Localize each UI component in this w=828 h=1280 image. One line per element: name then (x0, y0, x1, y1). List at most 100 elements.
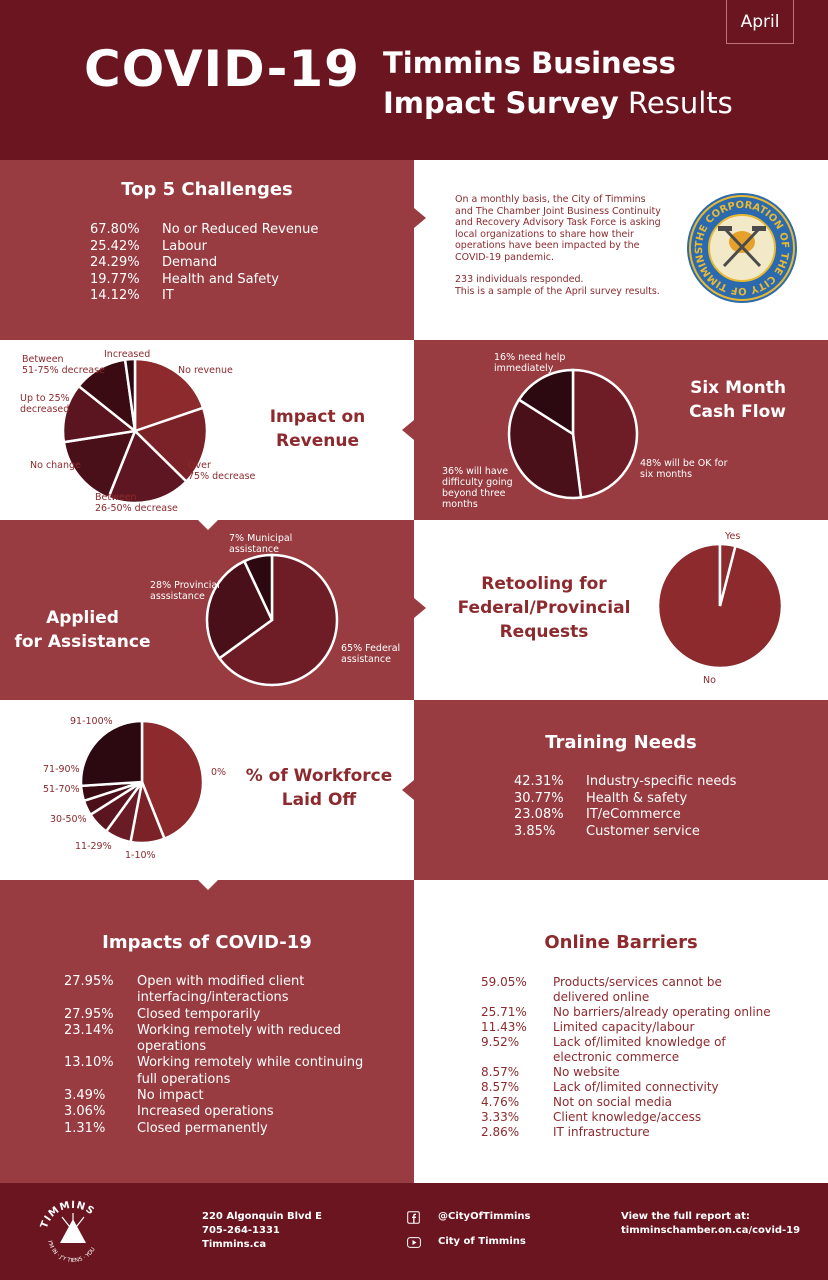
report-label: View the full report at: (621, 1211, 750, 1222)
item-label-line: No barriers/already operating online (553, 1005, 771, 1019)
pie-slice (571, 368, 639, 499)
laidoff-pie-chart (79, 719, 205, 845)
item-label-line: Limited capacity/labour (553, 1020, 695, 1034)
item-label-line: Working remotely with reduced (137, 1022, 342, 1038)
intro-text: On a monthly basis, the City of Timmins … (455, 194, 685, 297)
intro-line: and The Chamber Joint Business Continuit… (455, 205, 661, 217)
label-51-70: 51-70% (43, 784, 80, 795)
svg-text:TIMMINS: TIMMINS (39, 1200, 96, 1230)
item-label: Open with modified client interfacing/int… (137, 974, 304, 1007)
pie-outline (206, 554, 338, 686)
item-pct: 67.80% (90, 222, 140, 237)
item-label: Lack of/limited connectivity (553, 1080, 719, 1095)
impacts-list: 27.95% Open with modified client interfaci… (64, 974, 394, 1137)
item-pct: 23.14% (64, 1022, 114, 1038)
list-item: 19.77% Health and Safety (90, 272, 390, 289)
list-item: 9.52% Lack of/limited knowledge of electro… (481, 1035, 801, 1065)
header-band (0, 0, 828, 160)
label-municipal: 7% Municipal assistance (229, 533, 293, 555)
item-pct: 25.71% (481, 1005, 527, 1019)
item-pct: 1.31% (64, 1120, 106, 1136)
laidoff-title: % of Workforce Laid Off (245, 766, 393, 810)
label-federal: 65% Federal assistance (341, 643, 401, 665)
label-difficulty: 36% will have difficulty going beyond thre… (442, 466, 513, 510)
footer-band (0, 1183, 828, 1280)
item-pct: 19.77% (90, 271, 140, 287)
item-label: Lack of/limited knowledge of electronic c… (553, 1035, 726, 1065)
item-pct: 2.86% (481, 1125, 520, 1139)
list-item: 23.14% Working remotely with reduced opera… (64, 1023, 394, 1056)
list-item: 1.31% Closed permanently (64, 1121, 394, 1137)
label-no: No (703, 675, 716, 686)
survey-title-line1: Timmins Business (383, 46, 676, 80)
label-1-10: 1-10% (125, 850, 156, 861)
label-91-100: 91-100% (70, 716, 113, 727)
website-link[interactable]: Timmins.ca (202, 1239, 267, 1250)
pie-outline (508, 369, 638, 499)
facebook-handle[interactable]: @CityOfTimmins (438, 1211, 531, 1222)
item-label-line: Working remotely while continuing (137, 1055, 364, 1071)
youtube-channel[interactable]: City of Timmins (438, 1236, 526, 1247)
item-pct: 27.95% (64, 974, 114, 989)
item-label: Not on social media (553, 1095, 672, 1110)
list-item: 27.95% Open with modified client interfaci… (64, 974, 394, 1007)
intro-line: COVID-19 pandemic. (455, 251, 554, 263)
item-label: No barriers/already operating online (553, 1005, 771, 1020)
pie-outline (80, 720, 204, 844)
list-item: 8.57% Lack of/limited connectivity (481, 1080, 801, 1095)
label-71-90: 71-90% (43, 764, 80, 775)
top5-list: 67.80% No or Reduced Revenue 25.42% Labour… (90, 222, 390, 305)
item-label-line: Products/services cannot be (553, 975, 722, 989)
label-over-75: Over 75% decrease (188, 460, 256, 482)
assistance-arrow (414, 598, 426, 618)
intro-sample: This is a sample of the April survey res… (455, 285, 660, 297)
item-label-line: No website (553, 1065, 620, 1079)
item-label: Working remotely while continuing full op… (137, 1055, 363, 1088)
contact-info: 220 Algonquin Blvd E 705-264-1331 Timmin… (202, 1210, 322, 1252)
label-yes: Yes (725, 531, 741, 542)
covid-title: COVID-19 (84, 40, 360, 98)
list-item: 42.31% Industry-specific needs (514, 774, 814, 791)
list-item: 14.12% IT (90, 288, 390, 305)
report-info: View the full report at: timminschamber.… (621, 1210, 800, 1238)
list-item: 59.05% Products/services cannot be deliver… (481, 975, 801, 1005)
label-ok-six-months: 48% will be OK for six months (640, 458, 728, 480)
survey-title-light: Results (628, 86, 733, 120)
cashflow-title: Six Month Cash Flow (689, 378, 786, 422)
list-item: 3.33% Client knowledge/access (481, 1110, 801, 1125)
list-item: 11.43% Limited capacity/labour (481, 1020, 801, 1035)
item-label-line: Increased operations (137, 1104, 274, 1120)
item-pct: 23.08% (514, 807, 564, 822)
list-item: 25.71% No barriers/already operating onli… (481, 1005, 801, 1020)
item-label: IT (162, 288, 174, 303)
item-pct: 3.33% (481, 1110, 520, 1124)
item-pct: 3.49% (64, 1088, 106, 1104)
item-label: IT/eCommerce (586, 807, 681, 822)
list-item: 27.95% Closed temporarily (64, 1007, 394, 1023)
impacts-panel (0, 880, 414, 1183)
revenue-title: Impact on Revenue (269, 407, 366, 451)
training-arrow (402, 780, 414, 800)
intro-line: and Recovery Advisory Task Force is aski… (455, 217, 661, 228)
item-label-line: Lack of/limited knowledge of (553, 1035, 726, 1049)
item-label: Client knowledge/access (553, 1110, 701, 1125)
item-pct: 8.57% (481, 1065, 520, 1079)
item-label: No impact (137, 1088, 204, 1104)
label-30-50: 30-50% (50, 814, 87, 825)
item-label: Health and Safety (162, 271, 279, 287)
item-label-line: Not on social media (553, 1095, 673, 1109)
retooling-pie-chart (656, 542, 784, 670)
youtube-icon[interactable] (407, 1237, 421, 1248)
address-text: 220 Algonquin Blvd E (202, 1211, 323, 1222)
item-pct: 25.42% (90, 238, 140, 254)
facebook-icon[interactable] (407, 1211, 420, 1224)
list-item: 2.86% IT infrastructure (481, 1125, 801, 1140)
intro-line: local organizations to share how their (455, 228, 634, 240)
item-pct: 8.57% (481, 1080, 520, 1094)
item-label: No or Reduced Revenue (162, 222, 319, 237)
item-pct: 3.06% (64, 1104, 106, 1120)
training-panel (414, 700, 828, 880)
item-label-line: operations (137, 1039, 207, 1055)
intro-line: operations have been impacted by the (455, 240, 640, 251)
report-link[interactable]: timminschamber.on.ca/covid-19 (621, 1225, 801, 1236)
